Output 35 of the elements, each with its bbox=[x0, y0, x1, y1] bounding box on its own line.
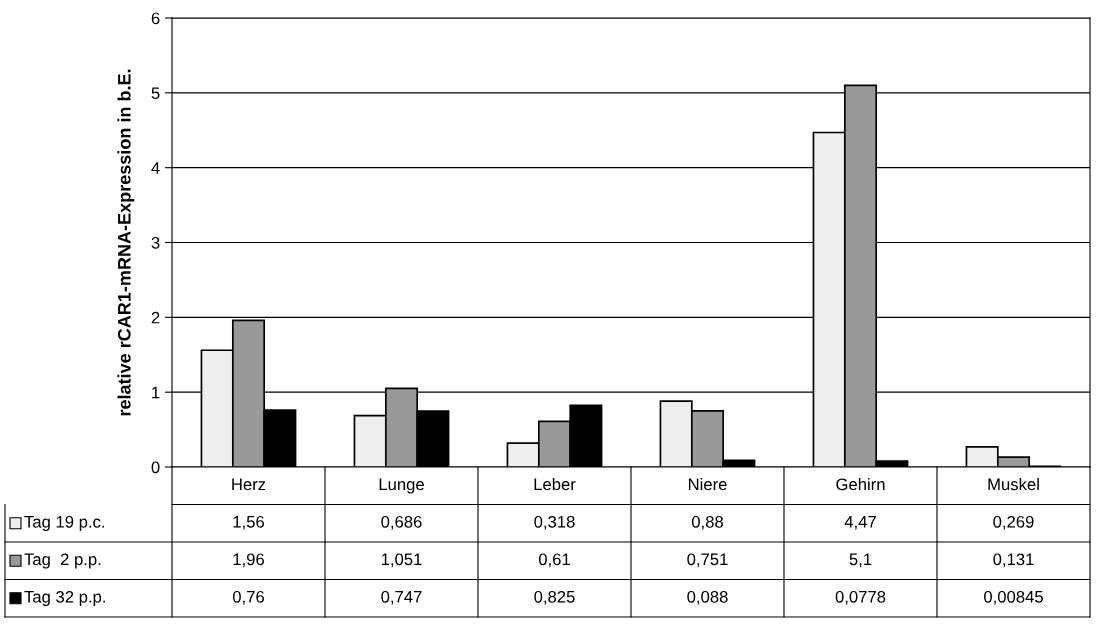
x-tick-label: Muskel bbox=[988, 477, 1039, 491]
x-tick-label: Herz bbox=[232, 478, 266, 491]
data-label: 0,747 bbox=[381, 590, 422, 605]
data-label: 5,1 bbox=[849, 553, 872, 568]
data-label: 0,88 bbox=[691, 515, 723, 530]
y-tick-label: 6 bbox=[151, 12, 160, 25]
data-label: 4,47 bbox=[844, 516, 876, 530]
data-label: 0,751 bbox=[687, 553, 728, 568]
y-tick-label: 2 bbox=[151, 311, 160, 324]
data-label: 1,56 bbox=[233, 515, 264, 530]
data-label: 0,318 bbox=[534, 515, 575, 530]
data-label: 0,131 bbox=[993, 553, 1034, 568]
y-axis-title: relative rCAR1-mRNA-Expression in b.E. bbox=[117, 69, 135, 416]
x-tick-label: Lunge bbox=[379, 478, 424, 494]
legend-label: Tag 2 p.p. bbox=[24, 553, 101, 569]
data-label: 0,825 bbox=[534, 590, 575, 605]
x-tick-label: Gehirn bbox=[836, 477, 885, 491]
legend-label: Tag 19 p.c. bbox=[24, 515, 105, 532]
data-label: 0,269 bbox=[993, 515, 1034, 530]
data-label: 1,96 bbox=[233, 553, 264, 568]
y-tick-label: 5 bbox=[151, 87, 160, 100]
x-tick-label: Niere bbox=[688, 477, 727, 491]
legend-label: Tag 32 p.p. bbox=[24, 590, 105, 607]
x-tick-label: Leber bbox=[534, 477, 576, 491]
y-tick-label: 0 bbox=[151, 461, 160, 474]
y-tick-label: 4 bbox=[151, 162, 160, 174]
y-tick-label: 1 bbox=[152, 386, 160, 399]
data-label: 1,051 bbox=[381, 553, 422, 568]
data-label: 0,00845 bbox=[984, 590, 1043, 605]
data-label: 0,61 bbox=[538, 553, 570, 568]
data-label: 0,088 bbox=[687, 590, 728, 605]
data-label: 0,686 bbox=[381, 515, 422, 530]
y-tick-label: 3 bbox=[151, 236, 160, 249]
data-label: 0,0778 bbox=[835, 590, 886, 605]
data-label: 0,76 bbox=[232, 590, 264, 605]
